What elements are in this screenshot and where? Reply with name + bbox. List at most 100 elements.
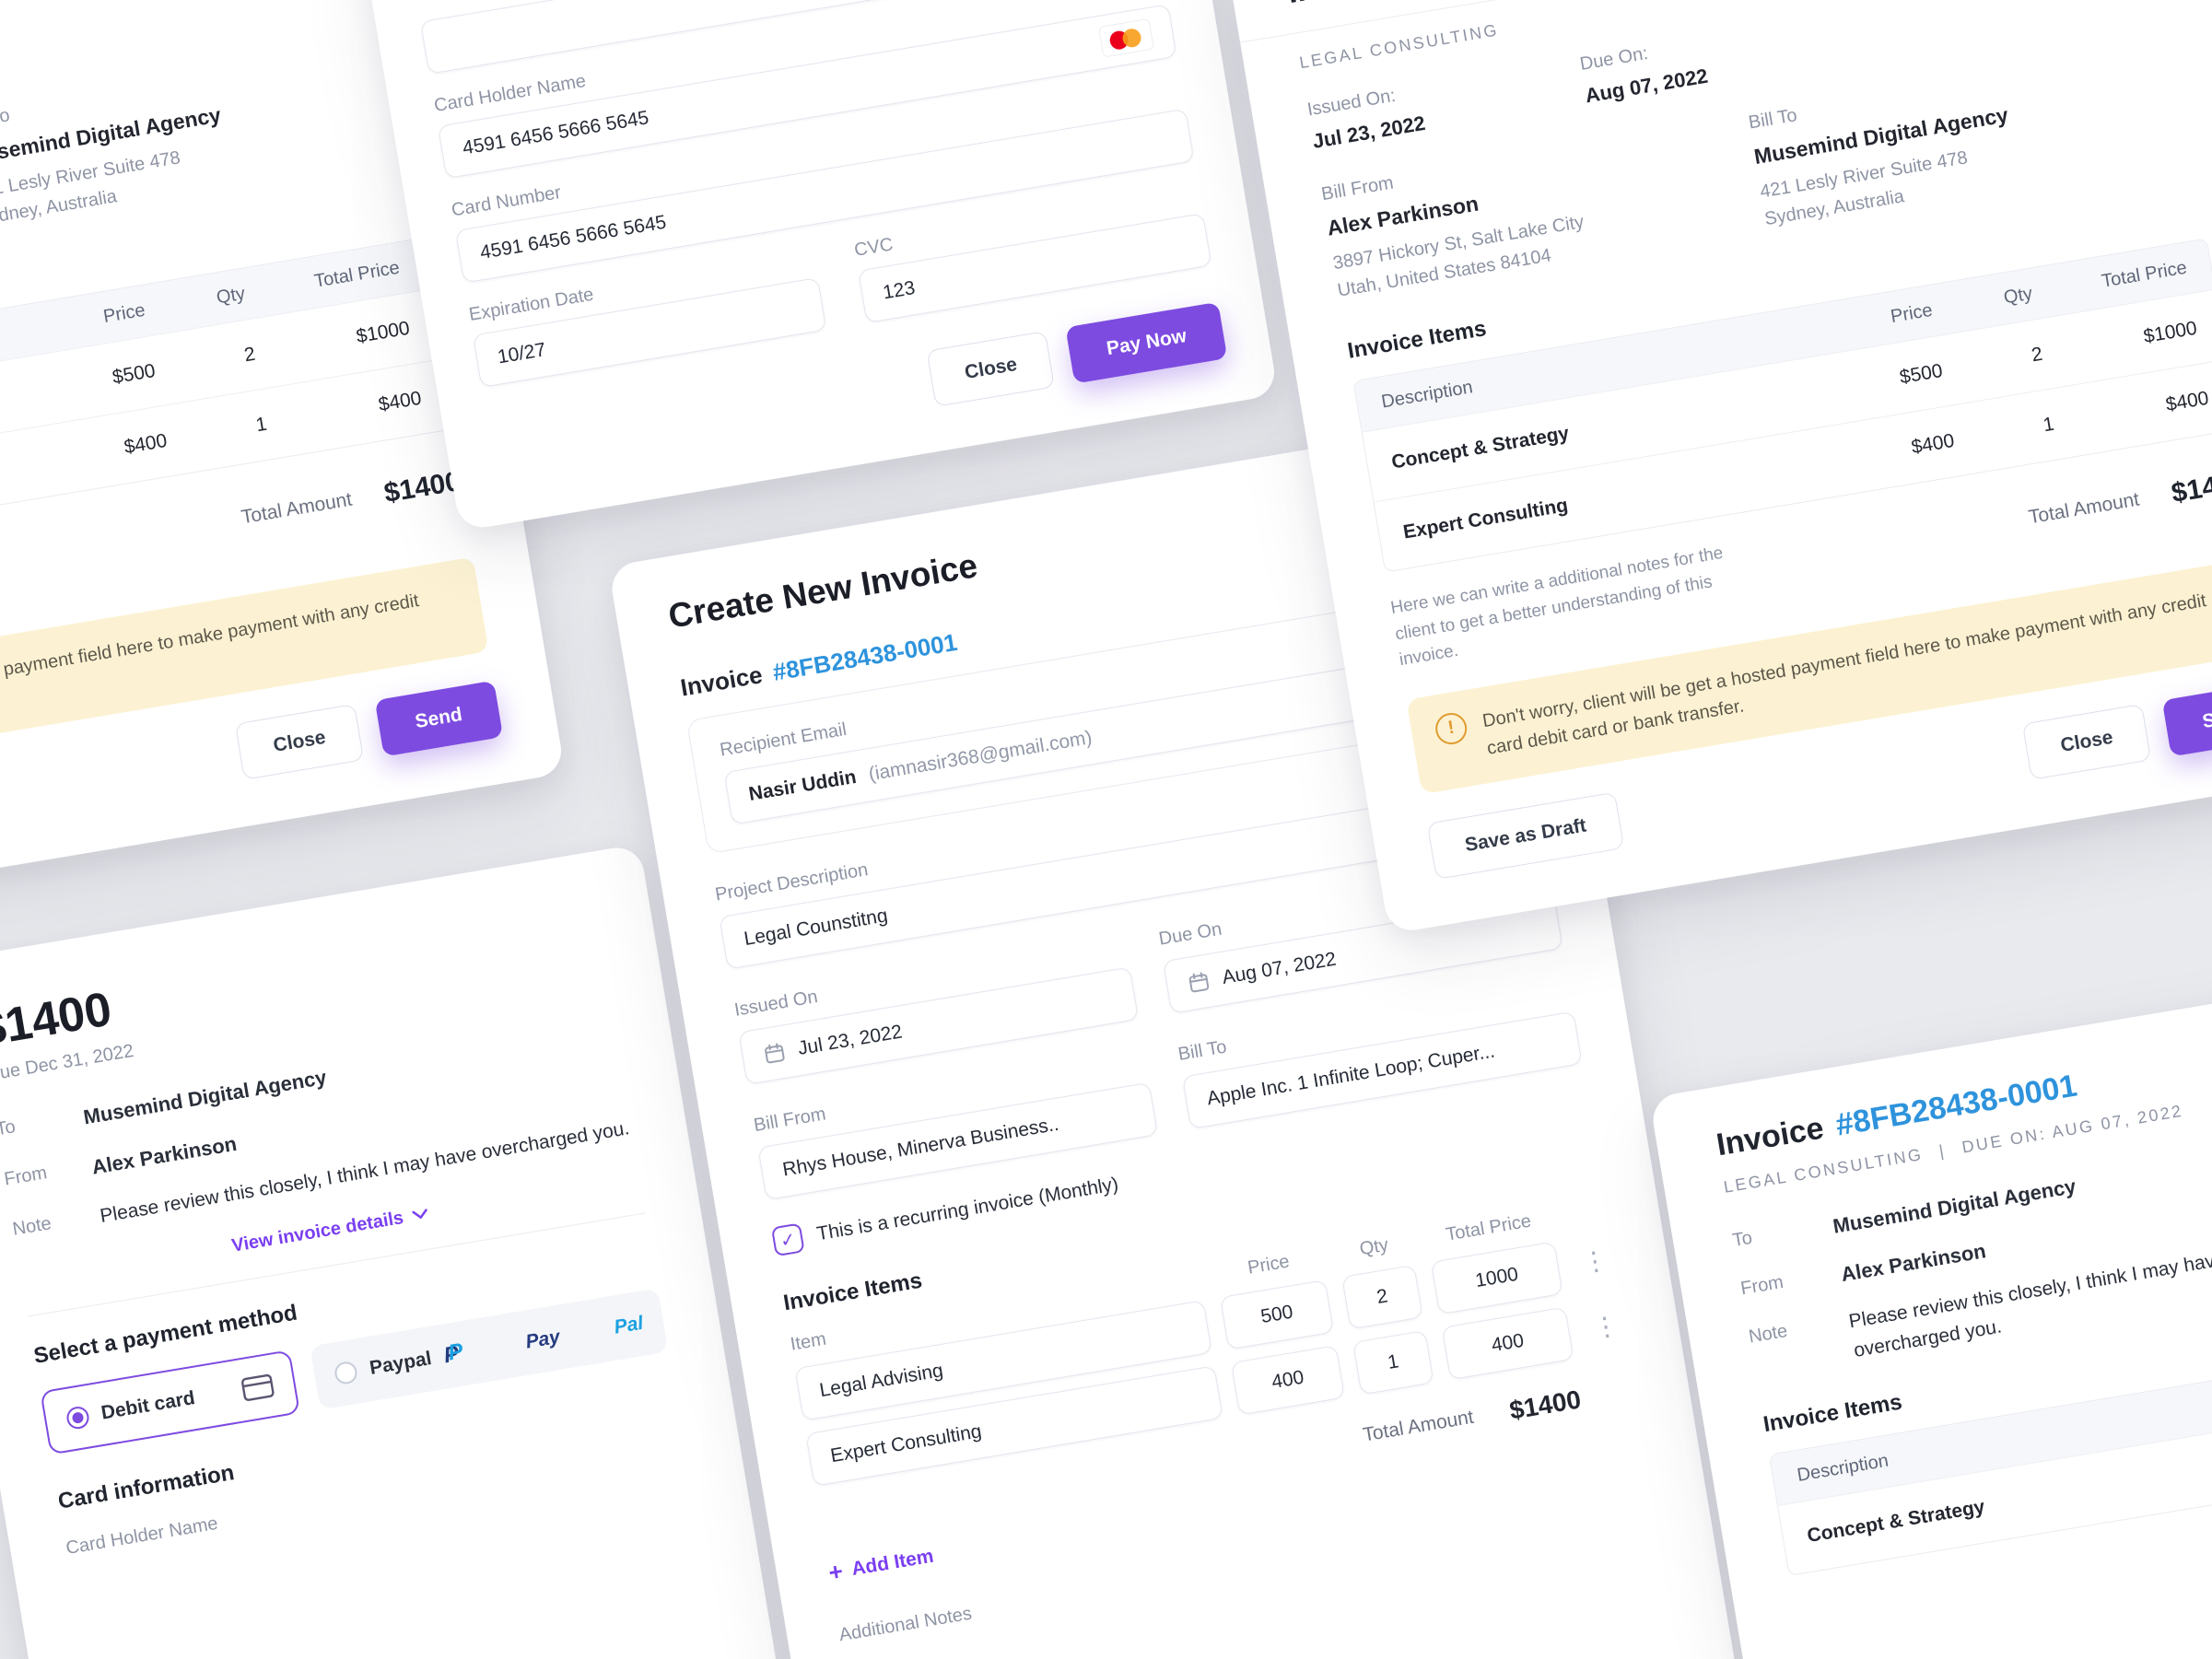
item-name-value: Legal Advising xyxy=(817,1360,945,1402)
card-number-value-1: 4591 6456 5666 5645 xyxy=(461,107,650,159)
row-price: $500 xyxy=(1898,359,1945,389)
issued-on: Issued On: Jul 23, 2022 xyxy=(1305,54,1587,154)
due-on-input[interactable]: Aug 07, 2022 xyxy=(1162,895,1563,1014)
view-invoice-details-label: View invoice details xyxy=(229,1207,405,1256)
credit-card-icon xyxy=(241,1373,275,1401)
view-invoice-details-link[interactable]: View invoice details xyxy=(19,1168,640,1292)
close-button[interactable]: Close xyxy=(235,703,364,780)
total-price-column-label: Total Price xyxy=(1444,1210,1533,1245)
item-qty-value: 1 xyxy=(1386,1350,1400,1373)
item-total-value: 400 xyxy=(1490,1329,1526,1357)
item-total-input[interactable]: 400 xyxy=(1441,1306,1574,1381)
invoice-word: Invoice xyxy=(1714,1110,1827,1163)
client-payment-card: $1400 Due Dec 31, 2022 To Musemind Digit… xyxy=(0,843,823,1659)
qty-column-label: Qty xyxy=(1358,1234,1390,1260)
qty-column-label: Qty xyxy=(2002,283,2034,309)
recipient-name: Nasir Uddin xyxy=(747,765,859,805)
from-label: From xyxy=(1738,1271,1785,1300)
note-label: Note xyxy=(11,1213,53,1240)
send-button[interactable]: Send xyxy=(374,680,504,757)
issued-on-value: Jul 23, 2022 xyxy=(796,1021,905,1059)
row-total: $1000 xyxy=(2141,317,2199,348)
calendar-icon xyxy=(1188,972,1210,993)
bill-to-block: Bill To Musemind Digital Agency 421 Lesl… xyxy=(1747,41,2194,233)
row-price: $400 xyxy=(1910,429,1956,459)
debit-card-label: Debit card xyxy=(99,1386,197,1424)
item-price-input[interactable]: 400 xyxy=(1230,1345,1345,1416)
kebab-menu-icon[interactable]: ⋮ xyxy=(1590,1310,1621,1343)
chevron-down-icon xyxy=(412,1209,428,1220)
total-amount-value: $1400 xyxy=(1507,1384,1584,1425)
due-on: Due On: Aug 07, 2022 xyxy=(0,9,73,109)
invoice-number: #8FB28438-0001 xyxy=(770,627,960,686)
kebab-menu-icon[interactable]: ⋮ xyxy=(1579,1244,1610,1278)
item-qty-value: 2 xyxy=(1375,1285,1390,1308)
row-qty: 2 xyxy=(242,343,257,367)
mastercard-icon xyxy=(1098,18,1154,58)
item-total-input[interactable]: 1000 xyxy=(1430,1241,1563,1315)
row-qty: 1 xyxy=(254,413,269,437)
row-qty: 2 xyxy=(2030,343,2044,367)
radio-unselected-icon xyxy=(333,1360,359,1385)
to-label: To xyxy=(1731,1227,1754,1251)
total-amount-label: Total Amount xyxy=(240,488,354,529)
add-item-label: Add Item xyxy=(849,1545,935,1580)
row-price: $400 xyxy=(123,429,169,459)
row-total: $400 xyxy=(377,387,424,416)
from-value: Alex Parkinson xyxy=(1839,1239,1988,1287)
total-amount-value: $1400 xyxy=(2169,465,2212,509)
total-amount-label: Total Amount xyxy=(2027,488,2141,529)
card-payment-modal: Card information Card Holder Name 4591 6… xyxy=(359,0,1279,532)
card-number-value-2: 4591 6456 5666 5645 xyxy=(478,211,668,264)
project-description-value: Legal Counstitng xyxy=(742,905,890,950)
to-label: To xyxy=(0,1116,18,1140)
due-on: Due On: Aug 07, 2022 xyxy=(1578,9,1860,109)
cvc-value: 123 xyxy=(881,277,917,304)
close-button[interactable]: Close xyxy=(2022,703,2151,780)
plus-icon: + xyxy=(826,1557,846,1587)
row-total: $1000 xyxy=(354,317,412,348)
note-label: Note xyxy=(1747,1320,1789,1348)
item-name-value: Expert Consulting xyxy=(828,1420,984,1467)
subtitle-separator: | xyxy=(1937,1140,1948,1161)
expiration-date-value: 10/27 xyxy=(496,339,548,368)
calendar-icon xyxy=(765,1043,785,1064)
from-label: From xyxy=(2,1162,49,1190)
item-qty-input[interactable]: 2 xyxy=(1341,1264,1423,1330)
payment-method-debit-card[interactable]: Debit card xyxy=(40,1349,301,1455)
issued-on-input[interactable]: Jul 23, 2022 xyxy=(738,966,1140,1085)
item-qty-input[interactable]: 1 xyxy=(1352,1329,1434,1396)
invoice-detail-modal: Invoice #8FB28438-0001 LEGAL CONSULTING … xyxy=(1225,0,2212,934)
warning-icon: ! xyxy=(1433,710,1469,747)
item-price-input[interactable]: 500 xyxy=(1220,1279,1335,1350)
price-column-label: Price xyxy=(1889,299,1935,328)
total-amount-row: Total Amount $1400 xyxy=(2024,453,2212,533)
price-column-label: Price xyxy=(1246,1251,1292,1279)
due-on-value: Aug 07, 2022 xyxy=(1220,948,1338,988)
paypal-label: Paypal xyxy=(368,1347,434,1379)
from-value: Alex Parkinson xyxy=(89,1131,239,1179)
radio-selected-icon xyxy=(64,1404,91,1431)
total-amount-row: Total Amount $1400 xyxy=(237,453,462,533)
row-qty: 1 xyxy=(2042,413,2056,437)
row-total: $400 xyxy=(2164,387,2211,416)
item-price-value: 500 xyxy=(1258,1301,1295,1328)
close-button[interactable]: Close xyxy=(926,331,1056,407)
invoice-word: Invoice xyxy=(1285,0,1398,11)
invoice-compact-card: Invoice #8FB28438-0001 LEGAL CONSULTING … xyxy=(1649,937,2212,1659)
save-as-draft-button[interactable]: Save as Draft xyxy=(1426,791,1625,880)
price-column-label: Price xyxy=(101,299,147,328)
item-price-value: 400 xyxy=(1270,1366,1306,1394)
send-button[interactable]: Send xyxy=(2161,680,2212,757)
qty-column-label: Qty xyxy=(215,283,247,309)
bill-to-block: Bill To Musemind Digital Agency 421 Lesl… xyxy=(0,41,407,233)
checkbox-checked-icon[interactable]: ✓ xyxy=(770,1222,805,1257)
recipient-email: (iamnasir368@gmail.com) xyxy=(867,727,1094,786)
pay-now-button[interactable]: Pay Now xyxy=(1065,301,1228,384)
item-total-value: 1000 xyxy=(1473,1263,1520,1292)
row-price: $500 xyxy=(111,359,158,389)
bill-from-block: Bill From Alex Parkinson 3897 Hickory St… xyxy=(1320,113,1767,305)
